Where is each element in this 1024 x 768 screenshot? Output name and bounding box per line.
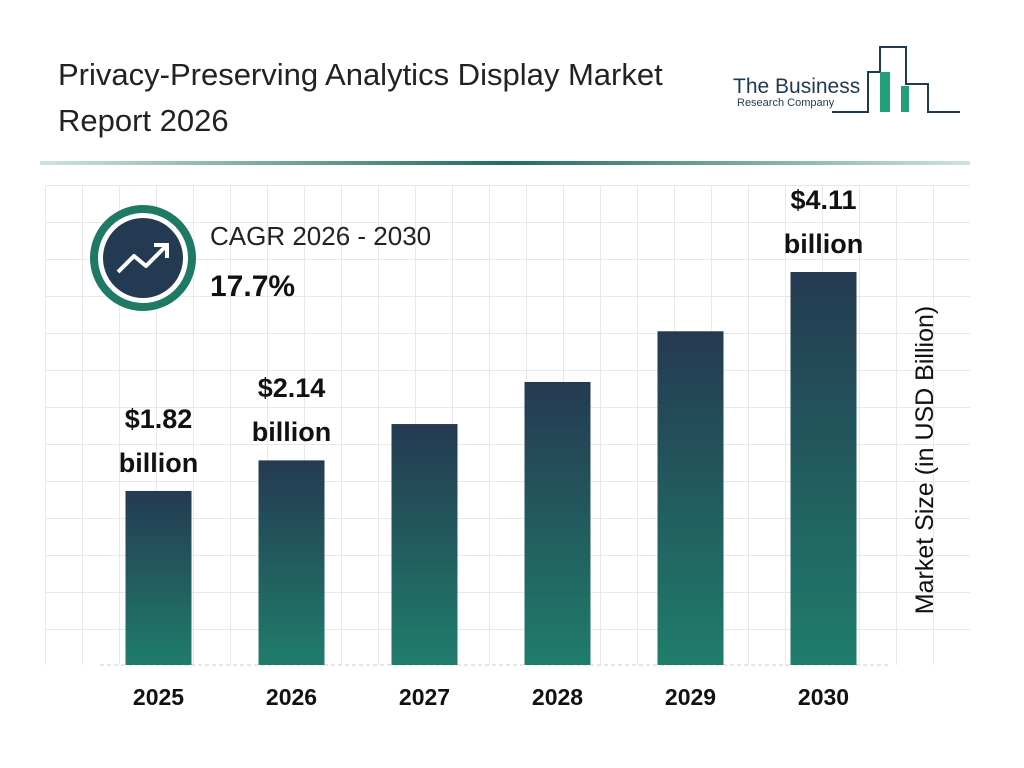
cagr-icon bbox=[103, 218, 183, 298]
value-label: $4.11 billion bbox=[783, 185, 864, 259]
x-tick-label: 2030 bbox=[798, 684, 849, 710]
x-tick-label: 2027 bbox=[399, 684, 450, 710]
chart-title: Privacy-Preserving Analytics Display Mar… bbox=[58, 57, 663, 138]
value-label: $1.82 billion bbox=[118, 403, 199, 478]
logo-text: The Business bbox=[733, 75, 860, 98]
x-tick-label: 2025 bbox=[133, 684, 184, 710]
cagr-value: 17.7% bbox=[210, 270, 295, 303]
bar bbox=[391, 424, 458, 665]
x-tick-label: 2028 bbox=[532, 684, 583, 710]
logo bbox=[832, 46, 960, 113]
cagr-arrow bbox=[116, 244, 168, 274]
x-tick-label: 2029 bbox=[665, 684, 716, 710]
cagr-arrow-head bbox=[154, 243, 169, 258]
bar bbox=[657, 331, 724, 665]
logo-subtext: Research Company bbox=[737, 97, 835, 109]
bar bbox=[258, 460, 325, 665]
cagr-label: CAGR 2026 - 2030 bbox=[210, 221, 431, 251]
bar bbox=[524, 381, 591, 665]
divider bbox=[40, 161, 970, 165]
bar bbox=[790, 272, 857, 665]
x-tick-label: 2026 bbox=[266, 684, 317, 710]
y-axis-label: Market Size (in USD Billion) bbox=[911, 306, 939, 614]
bar bbox=[125, 490, 192, 665]
value-label: $2.14 billion bbox=[251, 373, 332, 448]
